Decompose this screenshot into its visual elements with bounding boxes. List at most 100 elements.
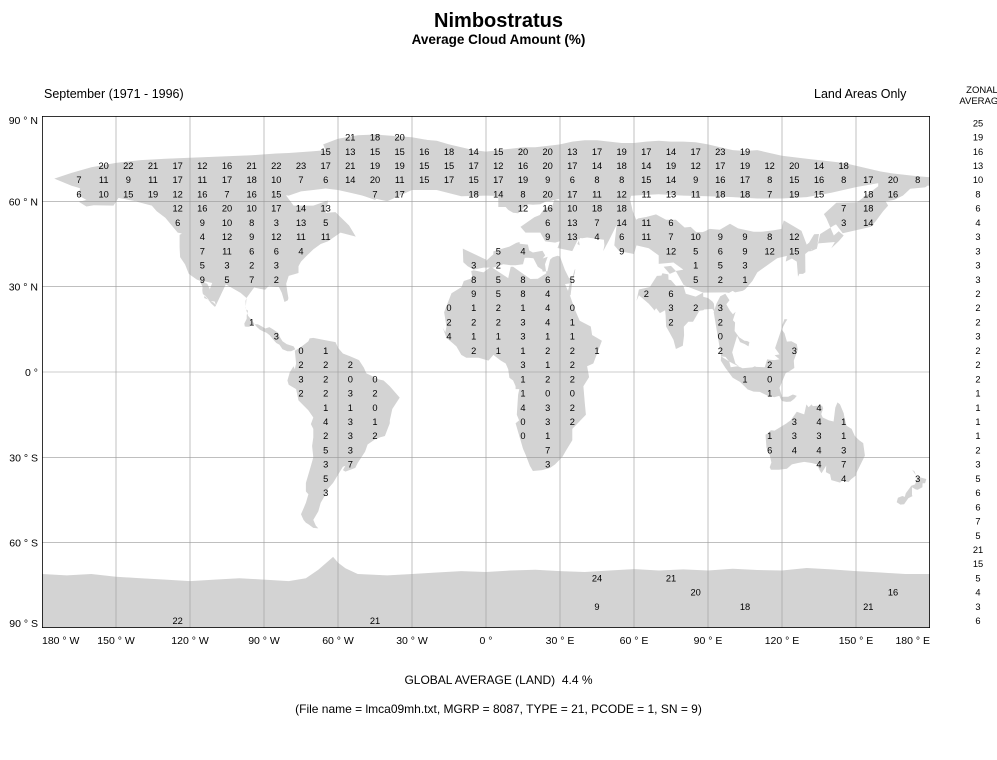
- svg-text:9: 9: [200, 218, 205, 228]
- svg-text:1: 1: [372, 417, 377, 427]
- svg-text:7: 7: [767, 189, 772, 199]
- svg-text:3: 3: [298, 374, 303, 384]
- svg-text:120 ° W: 120 ° W: [171, 635, 209, 647]
- svg-text:2: 2: [323, 389, 328, 399]
- svg-text:5: 5: [975, 531, 980, 541]
- svg-text:6: 6: [545, 275, 550, 285]
- svg-text:4: 4: [816, 445, 821, 455]
- svg-text:18: 18: [863, 189, 873, 199]
- svg-text:0: 0: [446, 303, 451, 313]
- svg-text:19: 19: [666, 161, 676, 171]
- svg-text:5: 5: [718, 261, 723, 271]
- svg-text:8: 8: [520, 289, 525, 299]
- svg-text:20: 20: [543, 147, 553, 157]
- svg-text:19: 19: [789, 189, 799, 199]
- svg-text:2: 2: [496, 303, 501, 313]
- svg-text:18: 18: [444, 147, 454, 157]
- svg-text:19: 19: [740, 147, 750, 157]
- svg-text:1: 1: [323, 346, 328, 356]
- svg-text:9: 9: [619, 246, 624, 256]
- svg-text:30 ° N: 30 ° N: [9, 282, 38, 294]
- svg-text:2: 2: [274, 275, 279, 285]
- svg-text:10: 10: [222, 218, 232, 228]
- svg-text:6: 6: [767, 445, 772, 455]
- svg-text:15: 15: [641, 175, 651, 185]
- svg-text:14: 14: [617, 218, 627, 228]
- svg-text:5: 5: [323, 445, 328, 455]
- svg-text:18: 18: [839, 161, 849, 171]
- svg-text:17: 17: [469, 161, 479, 171]
- svg-text:18: 18: [740, 602, 750, 612]
- svg-text:3: 3: [471, 261, 476, 271]
- svg-text:11: 11: [321, 232, 331, 242]
- svg-text:6: 6: [274, 246, 279, 256]
- svg-text:18: 18: [617, 204, 627, 214]
- svg-text:2: 2: [323, 431, 328, 441]
- svg-text:19: 19: [617, 147, 627, 157]
- svg-text:12: 12: [222, 232, 232, 242]
- svg-text:17: 17: [444, 175, 454, 185]
- svg-text:2: 2: [372, 431, 377, 441]
- svg-text:1: 1: [249, 317, 254, 327]
- svg-text:1: 1: [975, 403, 980, 413]
- svg-text:4: 4: [816, 417, 821, 427]
- svg-text:6: 6: [975, 488, 980, 498]
- svg-text:2: 2: [298, 389, 303, 399]
- svg-text:3: 3: [742, 261, 747, 271]
- svg-text:11: 11: [691, 189, 701, 199]
- svg-text:2: 2: [975, 289, 980, 299]
- svg-text:4: 4: [520, 246, 525, 256]
- svg-text:9: 9: [742, 246, 747, 256]
- svg-text:150 ° W: 150 ° W: [97, 635, 135, 647]
- svg-text:3: 3: [545, 460, 550, 470]
- svg-text:17: 17: [740, 175, 750, 185]
- svg-text:14: 14: [469, 147, 479, 157]
- svg-text:15: 15: [789, 246, 799, 256]
- svg-text:19: 19: [148, 189, 158, 199]
- svg-text:2: 2: [570, 403, 575, 413]
- svg-text:22: 22: [123, 161, 133, 171]
- svg-text:8: 8: [767, 175, 772, 185]
- svg-text:3: 3: [224, 261, 229, 271]
- svg-text:2: 2: [975, 303, 980, 313]
- svg-text:16: 16: [222, 161, 232, 171]
- svg-text:3: 3: [792, 417, 797, 427]
- svg-text:13: 13: [296, 218, 306, 228]
- svg-text:2: 2: [471, 317, 476, 327]
- svg-text:8: 8: [915, 175, 920, 185]
- svg-text:1: 1: [520, 389, 525, 399]
- svg-text:1: 1: [767, 431, 772, 441]
- svg-text:0: 0: [298, 346, 303, 356]
- svg-text:20: 20: [789, 161, 799, 171]
- svg-text:6: 6: [975, 204, 980, 214]
- svg-text:2: 2: [668, 317, 673, 327]
- svg-text:60 ° N: 60 ° N: [9, 196, 38, 208]
- svg-text:0 °: 0 °: [480, 635, 493, 647]
- svg-text:0: 0: [520, 417, 525, 427]
- svg-text:12: 12: [493, 161, 503, 171]
- svg-text:1: 1: [496, 346, 501, 356]
- svg-text:19: 19: [740, 161, 750, 171]
- svg-text:1: 1: [594, 346, 599, 356]
- svg-text:2: 2: [496, 317, 501, 327]
- svg-text:12: 12: [271, 232, 281, 242]
- svg-text:17: 17: [271, 204, 281, 214]
- svg-text:7: 7: [224, 189, 229, 199]
- svg-text:14: 14: [493, 189, 503, 199]
- svg-text:9: 9: [545, 232, 550, 242]
- svg-text:11: 11: [641, 218, 651, 228]
- svg-text:14: 14: [345, 175, 355, 185]
- svg-text:15: 15: [789, 175, 799, 185]
- svg-text:10: 10: [691, 232, 701, 242]
- svg-text:22: 22: [271, 161, 281, 171]
- svg-text:25: 25: [973, 118, 983, 128]
- svg-text:20: 20: [395, 133, 405, 143]
- svg-text:1: 1: [471, 303, 476, 313]
- svg-text:1: 1: [520, 346, 525, 356]
- svg-text:15: 15: [444, 161, 454, 171]
- svg-text:15: 15: [419, 161, 429, 171]
- svg-text:21: 21: [863, 602, 873, 612]
- svg-text:6: 6: [668, 289, 673, 299]
- svg-text:3: 3: [915, 474, 920, 484]
- svg-text:3: 3: [841, 445, 846, 455]
